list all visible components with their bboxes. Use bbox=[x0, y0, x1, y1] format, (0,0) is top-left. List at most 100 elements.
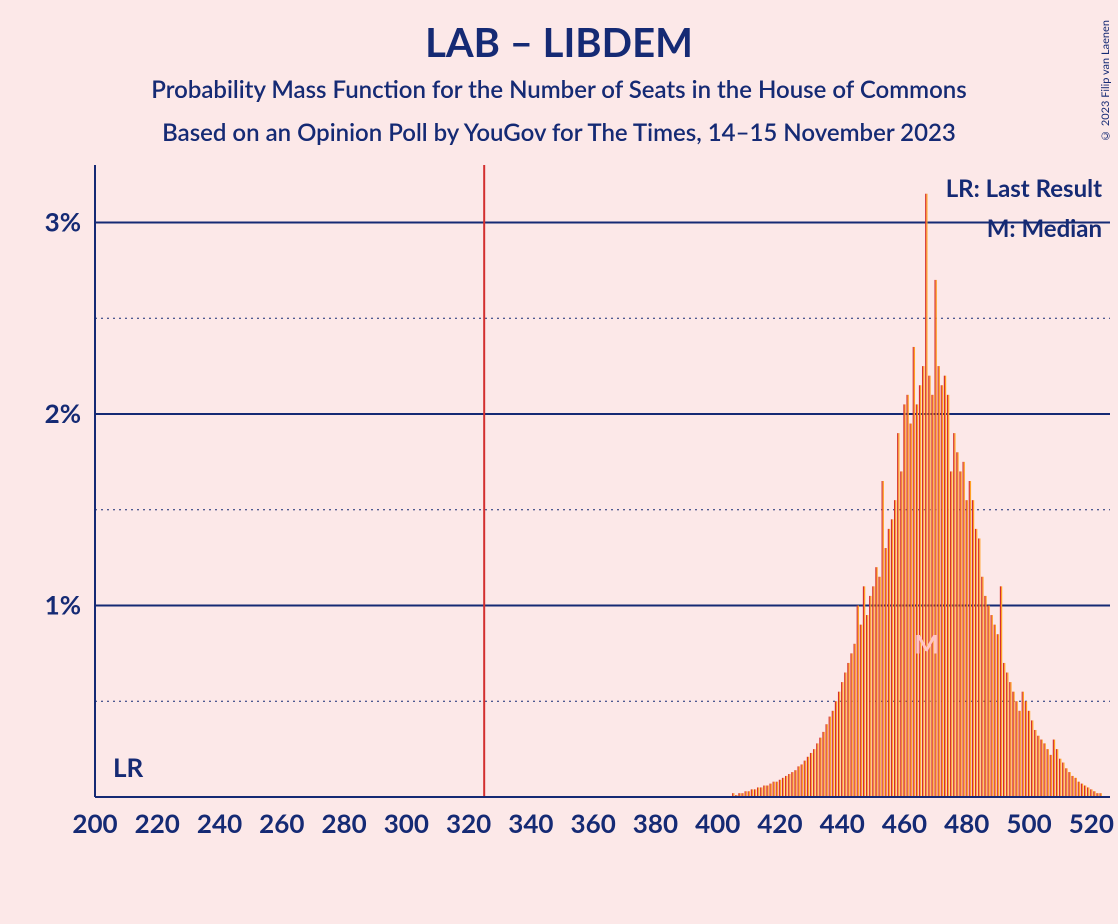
bar bbox=[1003, 663, 1004, 797]
bar bbox=[855, 644, 856, 797]
bar bbox=[911, 424, 912, 797]
bar bbox=[920, 385, 921, 797]
bar bbox=[1065, 768, 1066, 797]
bar bbox=[752, 789, 753, 797]
bar bbox=[847, 663, 848, 797]
bar bbox=[1006, 673, 1007, 797]
bar bbox=[858, 605, 859, 797]
bar bbox=[1009, 682, 1010, 797]
bar bbox=[966, 500, 967, 797]
bar bbox=[978, 538, 979, 797]
bar bbox=[872, 586, 873, 797]
x-tick-label: 520 bbox=[1069, 807, 1114, 839]
bar bbox=[1040, 740, 1041, 797]
bar bbox=[760, 787, 761, 797]
bar bbox=[1053, 740, 1054, 797]
bar bbox=[987, 605, 988, 797]
x-tick-label: 480 bbox=[944, 807, 989, 839]
bar bbox=[957, 452, 958, 797]
bar bbox=[805, 761, 806, 797]
bar bbox=[880, 577, 881, 797]
bar bbox=[838, 692, 839, 797]
bar bbox=[947, 395, 948, 797]
bar bbox=[984, 596, 985, 797]
bar bbox=[794, 770, 795, 797]
bar bbox=[852, 653, 853, 797]
bar bbox=[813, 749, 814, 797]
bar bbox=[1029, 711, 1030, 797]
bar bbox=[814, 749, 815, 797]
bar bbox=[914, 347, 915, 797]
bar bbox=[1004, 663, 1005, 797]
bar bbox=[888, 529, 889, 797]
chart-subtitle-1: Probability Mass Function for the Number… bbox=[0, 75, 1118, 104]
bar bbox=[889, 529, 890, 797]
bar bbox=[816, 743, 817, 797]
chart-subtitle-2: Based on an Opinion Poll by YouGov for T… bbox=[0, 118, 1118, 147]
bar bbox=[1084, 786, 1085, 797]
bar bbox=[967, 500, 968, 797]
bar bbox=[808, 757, 809, 797]
bar bbox=[1010, 682, 1011, 797]
bar bbox=[799, 766, 800, 797]
bar bbox=[758, 787, 759, 797]
bar bbox=[1035, 730, 1036, 797]
bar bbox=[1019, 711, 1020, 797]
x-tick-label: 360 bbox=[571, 807, 616, 839]
bar bbox=[867, 615, 868, 797]
bar bbox=[764, 786, 765, 797]
y-tick-label: 1% bbox=[45, 588, 81, 620]
chart-title: LAB – LIBDEM bbox=[0, 18, 1118, 66]
copyright-label: © 2023 Filip van Laenen bbox=[1099, 20, 1112, 142]
bar bbox=[931, 395, 932, 797]
bar bbox=[956, 452, 957, 797]
bar bbox=[938, 366, 939, 797]
bar bbox=[1071, 776, 1072, 797]
bar bbox=[878, 577, 879, 797]
bar bbox=[1015, 701, 1016, 797]
bar bbox=[883, 481, 884, 797]
legend-lr: LR: Last Result bbox=[946, 174, 1102, 203]
bar bbox=[894, 500, 895, 797]
bar bbox=[811, 753, 812, 797]
x-tick-label: 340 bbox=[508, 807, 553, 839]
bar bbox=[850, 653, 851, 797]
bar bbox=[885, 548, 886, 797]
bar bbox=[1048, 749, 1049, 797]
bar bbox=[903, 404, 904, 797]
bar bbox=[842, 682, 843, 797]
bar bbox=[1032, 720, 1033, 797]
bar bbox=[972, 500, 973, 797]
bar bbox=[763, 786, 764, 797]
bar bbox=[1090, 789, 1091, 797]
bar bbox=[863, 586, 864, 797]
bar bbox=[804, 761, 805, 797]
bar bbox=[1013, 692, 1014, 797]
bar bbox=[807, 757, 808, 797]
bar bbox=[925, 194, 926, 797]
bar bbox=[916, 404, 917, 797]
x-tick-label: 260 bbox=[259, 807, 304, 839]
bar bbox=[997, 634, 998, 797]
bar bbox=[953, 433, 954, 797]
bar bbox=[839, 692, 840, 797]
bar bbox=[875, 567, 876, 797]
bar bbox=[776, 782, 777, 797]
bar bbox=[1017, 701, 1018, 797]
bar bbox=[1081, 784, 1082, 797]
bar bbox=[969, 481, 970, 797]
bar bbox=[1078, 782, 1079, 797]
bar bbox=[962, 462, 963, 797]
bar bbox=[1045, 743, 1046, 797]
bar bbox=[774, 782, 775, 797]
bar bbox=[901, 471, 902, 797]
bar bbox=[961, 471, 962, 797]
bar bbox=[1059, 759, 1060, 797]
bar bbox=[844, 673, 845, 797]
bar bbox=[771, 784, 772, 797]
bar bbox=[1085, 786, 1086, 797]
bar bbox=[895, 500, 896, 797]
bar bbox=[766, 786, 767, 797]
chart-svg: 1%2%3%2002202402602803003203403603804004… bbox=[95, 165, 1110, 845]
bar bbox=[982, 577, 983, 797]
